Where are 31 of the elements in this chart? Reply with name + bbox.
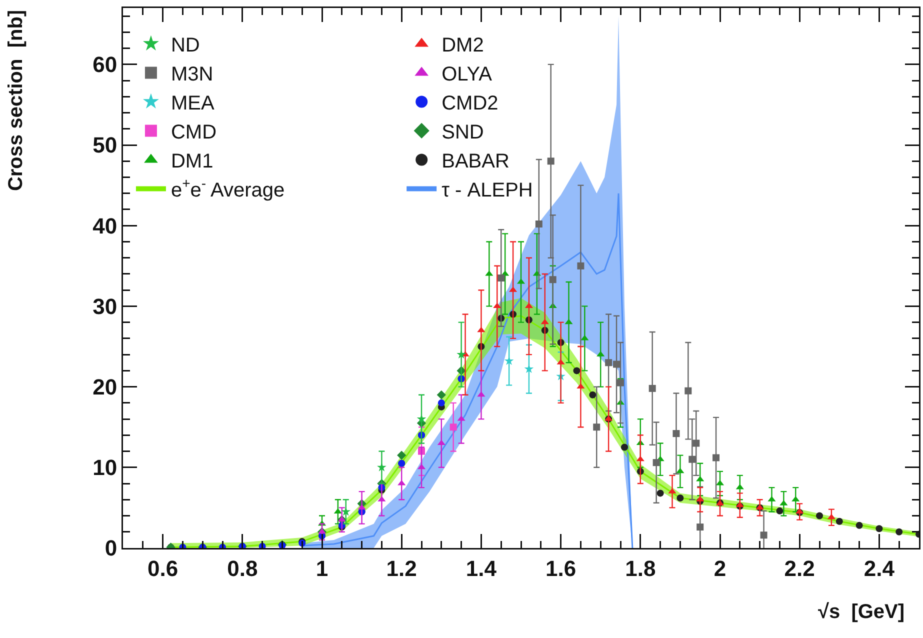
legend-label: ND <box>170 34 200 56</box>
x-tick-label: 1.4 <box>466 556 498 581</box>
y-tick-label: 40 <box>92 213 118 238</box>
x-tick-label: 0.6 <box>148 556 178 581</box>
legend-label: M3N <box>170 64 214 86</box>
x-tick-label: 2.4 <box>864 556 896 581</box>
legend-label: CMD <box>170 122 217 144</box>
x-tick-label: 2 <box>714 556 726 581</box>
x-tick-label: 1.8 <box>625 556 656 581</box>
legend-label: CMD2 <box>442 92 498 114</box>
legend-label: DM2 <box>442 34 484 56</box>
x-tick-label: 1 <box>316 556 328 581</box>
legend-label: DM1 <box>170 150 214 172</box>
legend-label: OLYA <box>442 64 493 86</box>
y-axis-title: Cross section [nb] <box>5 10 28 192</box>
legend-label: e$^{+}$e$^{-}$ Average <box>170 175 285 202</box>
legend-label: τ - ALEPH <box>442 180 533 202</box>
y-tick-label: 30 <box>92 294 118 319</box>
y-tick-label: 60 <box>92 52 118 78</box>
legend-label: SND <box>442 122 484 144</box>
y-tick-label: 0 <box>104 536 118 561</box>
y-tick-label: 50 <box>92 132 118 158</box>
x-tick-label: 0.8 <box>227 556 258 581</box>
y-tick-label: 20 <box>92 374 118 400</box>
x-tick-label: 1.2 <box>386 556 417 581</box>
legend-label: BABAR <box>442 150 510 172</box>
x-tick-label: 1.6 <box>546 556 576 581</box>
y-tick-label: 10 <box>92 455 118 480</box>
x-axis-title: √s [GeV] <box>818 601 905 623</box>
legend-label: MEA <box>170 92 215 114</box>
x-tick-label: 2.2 <box>784 556 815 581</box>
